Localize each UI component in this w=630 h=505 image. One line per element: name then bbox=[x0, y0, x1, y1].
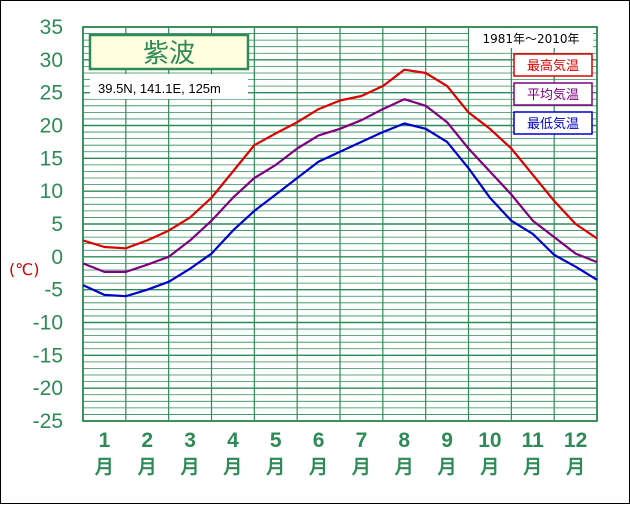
month-number-label: 7 bbox=[356, 429, 368, 452]
month-suffix-label: 月 bbox=[351, 456, 371, 478]
month-number-label: 8 bbox=[398, 429, 410, 452]
y-tick-label: 30 bbox=[40, 49, 63, 72]
y-tick-label: -5 bbox=[44, 279, 63, 302]
month-number-label: 3 bbox=[184, 429, 196, 452]
y-axis: 35 30 25 20 15 10 5 0 -5 -10 -15 -20 -25 bbox=[33, 16, 63, 433]
month-number-label: 6 bbox=[313, 429, 325, 452]
month-number-label: 4 bbox=[227, 429, 239, 452]
month-suffix-label: 月 bbox=[394, 456, 414, 478]
y-tick-label: 20 bbox=[40, 115, 63, 138]
station-title-box bbox=[88, 33, 250, 71]
series-line bbox=[82, 122, 598, 298]
legend-item-box bbox=[513, 82, 593, 106]
series-line bbox=[82, 98, 598, 273]
month-suffix-label: 月 bbox=[308, 456, 328, 478]
month-suffix-label: 月 bbox=[222, 456, 242, 478]
month-suffix-label: 月 bbox=[180, 456, 200, 478]
month-suffix-label: 月 bbox=[137, 456, 157, 478]
month-number-label: 10 bbox=[478, 429, 501, 452]
month-suffix-label: 月 bbox=[437, 456, 457, 478]
y-tick-label: -15 bbox=[33, 344, 63, 367]
coords-box bbox=[90, 74, 248, 99]
month-suffix-label: 月 bbox=[565, 456, 585, 478]
series-lines bbox=[82, 68, 598, 298]
month-number-label: 9 bbox=[441, 429, 453, 452]
month-suffix-label: 月 bbox=[479, 456, 499, 478]
month-number-label: 12 bbox=[564, 429, 587, 452]
period-box bbox=[469, 28, 593, 48]
y-tick-label: 5 bbox=[51, 213, 63, 236]
month-suffix-label: 月 bbox=[522, 456, 542, 478]
legend-item-label: 最低気温 bbox=[527, 116, 579, 132]
series-line bbox=[82, 68, 598, 250]
month-suffix-label: 月 bbox=[265, 456, 285, 478]
y-tick-label: -10 bbox=[33, 312, 63, 335]
y-tick-label: 35 bbox=[40, 16, 63, 39]
legend-item-label: 最高気温 bbox=[527, 58, 579, 74]
grid bbox=[82, 26, 598, 422]
month-number-label: 5 bbox=[270, 429, 282, 452]
month-number-label: 11 bbox=[522, 429, 545, 452]
station-title: 紫波 bbox=[143, 39, 195, 69]
y-tick-label: 25 bbox=[40, 82, 63, 105]
y-tick-label: -20 bbox=[33, 377, 63, 400]
y-tick-label: 0 bbox=[51, 246, 63, 269]
y-tick-label: 15 bbox=[40, 147, 63, 170]
y-tick-label: -25 bbox=[33, 410, 63, 433]
month-number-label: 2 bbox=[141, 429, 153, 452]
station-coordinates: 39.5N, 141.1E, 125m bbox=[98, 81, 221, 96]
legend-item-box bbox=[513, 111, 593, 135]
month-suffix-label: 月 bbox=[94, 456, 114, 478]
month-number-label: 1 bbox=[99, 429, 111, 452]
y-tick-label: 10 bbox=[40, 180, 63, 203]
legend-item-label: 平均気温 bbox=[527, 87, 579, 103]
plot-border bbox=[82, 26, 598, 422]
x-axis: 1 月 2 月 3 月 4 月 5 月 6 月 7 月 8 月 9 月 10 月 11 月 12 月 bbox=[94, 429, 587, 478]
period-label: 1981年〜2010年 bbox=[482, 32, 579, 46]
legend-item-box bbox=[513, 53, 593, 77]
y-axis-unit: (℃) bbox=[9, 260, 39, 279]
